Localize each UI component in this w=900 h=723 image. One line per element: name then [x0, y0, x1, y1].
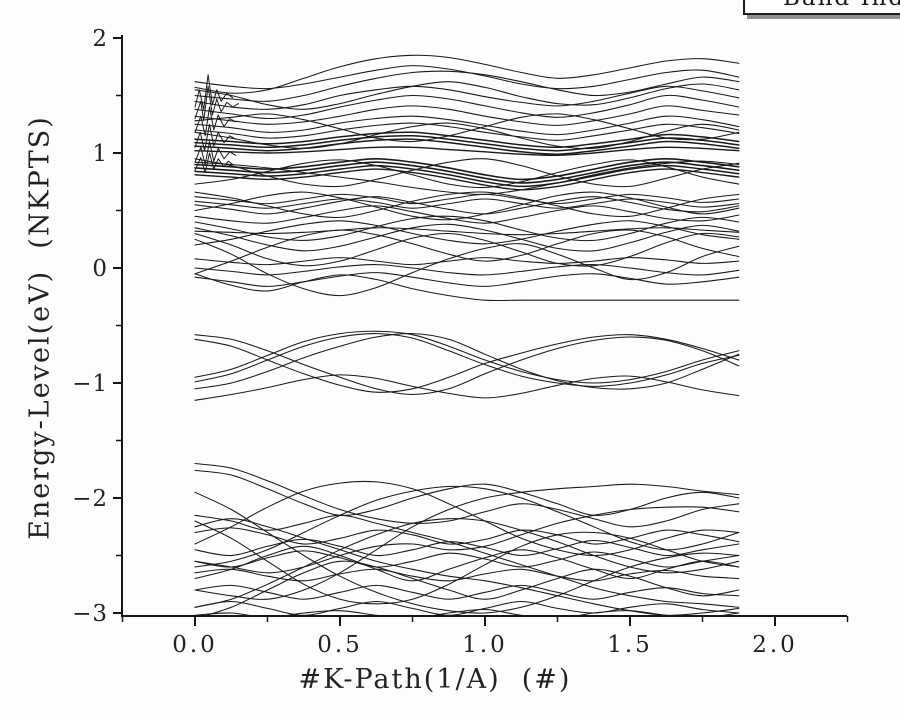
band-curve: [194, 506, 740, 574]
y-tick-label: −2: [72, 486, 108, 512]
legend-label: Band Index: [783, 0, 900, 11]
band-curve: [194, 334, 740, 393]
band-curve: [194, 568, 740, 582]
band-curve: [194, 374, 740, 401]
band-curve: [194, 272, 740, 287]
band-curve: [194, 264, 740, 276]
band-curve: [194, 257, 740, 266]
band-curve: [194, 94, 740, 120]
band-spike-curve: [194, 123, 237, 152]
band-curve: [194, 220, 740, 246]
band-spike-curve: [194, 106, 237, 137]
band-curve: [194, 122, 740, 141]
band-curve: [194, 115, 740, 136]
band-spike-curve: [194, 152, 234, 174]
band-curve: [194, 330, 740, 384]
band-curve: [194, 238, 740, 297]
band-curve: [194, 223, 740, 252]
band-curve: [194, 469, 740, 516]
band-curve: [194, 518, 740, 615]
band-curve: [194, 333, 740, 387]
bands-group: [194, 54, 740, 615]
band-curve: [194, 164, 740, 188]
band-curve: [194, 196, 740, 215]
band-curve: [194, 215, 740, 242]
band-curve: [194, 158, 740, 181]
band-curve: [194, 514, 740, 608]
band-curve: [194, 191, 740, 219]
band-curve: [205, 560, 740, 615]
y-tick-label: −1: [72, 371, 108, 397]
y-tick-label: 0: [92, 256, 108, 282]
x-axis-title: #K-Path(1/A) (#): [298, 664, 572, 695]
band-curve: [194, 193, 740, 205]
band-curve: [194, 159, 740, 189]
band-curve: [194, 134, 740, 152]
x-tick-label: 0.5: [317, 632, 363, 658]
band-curve: [194, 518, 740, 608]
band-curve: [194, 227, 740, 236]
band-curve: [194, 205, 740, 224]
y-tick-label: −3: [72, 601, 108, 627]
band-curve: [194, 81, 740, 110]
band-curve: [194, 198, 740, 209]
band-curve: [194, 550, 740, 568]
band-spike-curve: [194, 141, 237, 165]
band-curve: [194, 334, 740, 396]
band-spike-curve: [194, 85, 239, 122]
band-curve: [194, 54, 740, 94]
x-tick-label: 1.5: [607, 632, 653, 658]
y-axis-title: Energy-Level(eV) (NKPTS): [24, 115, 56, 540]
y-tick-label: 2: [92, 26, 108, 52]
band-curve: [194, 608, 740, 615]
band-curve: [194, 520, 740, 605]
legend-box: Band Index: [743, 0, 900, 15]
band-curve: [194, 584, 740, 600]
band-curve: [194, 273, 740, 302]
band-curve: [194, 600, 740, 615]
band-curve: [194, 113, 740, 143]
x-tick-label: 1.0: [462, 632, 508, 658]
band-curve: [194, 527, 740, 545]
band-curve: [194, 545, 740, 582]
band-curve: [194, 168, 740, 191]
band-curve: [194, 138, 740, 155]
band-curve: [194, 146, 740, 157]
band-curve: [194, 462, 740, 528]
band-curve: [194, 161, 740, 184]
band-curve: [194, 483, 740, 600]
band-curve: [194, 122, 740, 150]
x-tick-label: 0.0: [172, 632, 218, 658]
band-spike-curve: [194, 74, 234, 110]
x-tick-label: 2.0: [752, 632, 798, 658]
y-tick-label: 1: [92, 141, 108, 167]
band-curve: [194, 65, 740, 90]
band-curve: [194, 538, 740, 557]
axes-group: [113, 35, 849, 626]
band-curve: [194, 158, 740, 188]
band-curve: [194, 160, 740, 195]
band-curve: [194, 333, 740, 390]
band-curve: [194, 105, 740, 126]
